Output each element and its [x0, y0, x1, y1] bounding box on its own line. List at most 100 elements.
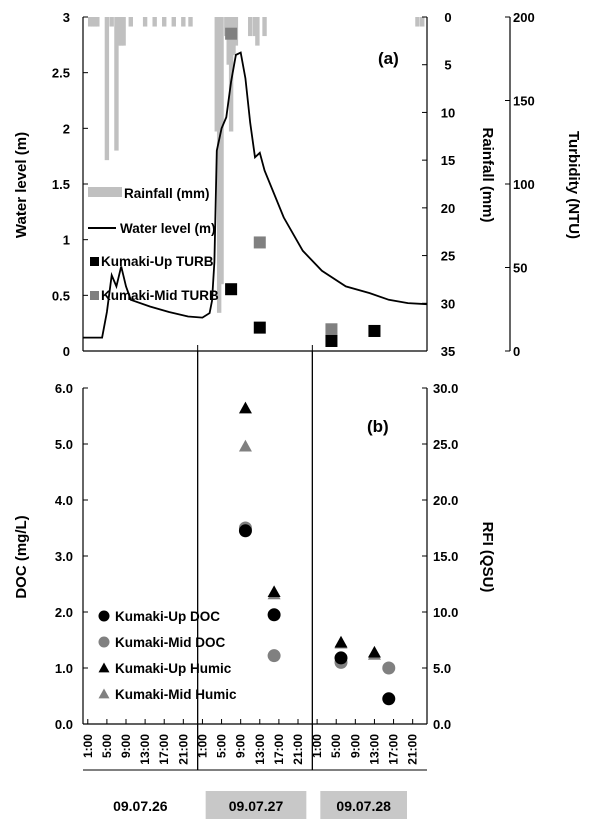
date-label: 09.07.27	[229, 798, 284, 814]
time-tick-label: 17:00	[272, 734, 286, 765]
data-point-circle	[267, 608, 281, 622]
rainfall-bar	[214, 17, 219, 132]
tick-label: 5.0	[55, 437, 73, 452]
tick-label: 0	[513, 344, 520, 359]
tick-label: 0	[444, 10, 451, 25]
tick-label: 20	[441, 201, 455, 216]
data-point-triangle	[334, 635, 348, 648]
turbidity-markers	[225, 27, 381, 347]
legend-rainfall-label: Rainfall (mm)	[124, 186, 210, 201]
legend-mid-turb-swatch	[90, 291, 99, 300]
time-axis: 1:00 5:00 9:00 13:00 17:00 21:00 1:00 5:00 9:00 1…	[81, 351, 427, 819]
rainfall-bar	[121, 17, 126, 46]
water-level-axis-label: Water level (m)	[13, 132, 30, 238]
time-tick-label: 13:00	[367, 734, 381, 765]
data-point-triangle	[238, 401, 252, 414]
time-tick-label: 9:00	[234, 734, 248, 758]
tick-label: 1.5	[52, 177, 70, 192]
rainfall-bar	[142, 17, 148, 27]
panel-b-legend: Kumaki-Up DOC Kumaki-Mid DOC Kumaki-Up Hum…	[98, 609, 237, 702]
rainfall-bar	[415, 17, 420, 27]
turbidity-marker	[253, 321, 266, 334]
tick-label: 1.0	[55, 661, 73, 676]
rainfall-bar	[420, 17, 425, 27]
tick-label: 35	[441, 344, 455, 359]
turbidity-marker	[225, 283, 238, 296]
tick-label: 3.0	[55, 549, 73, 564]
tick-label: 1	[63, 233, 70, 248]
data-point-triangle	[267, 585, 281, 598]
rainfall-bar	[248, 17, 253, 37]
data-point-triangle	[238, 439, 252, 452]
rainfall-bar	[219, 17, 224, 285]
rainfall-bar	[181, 17, 186, 27]
time-tick-label: 13:00	[253, 734, 267, 765]
tick-label: 4.0	[55, 493, 73, 508]
legend-marker-triangle	[98, 662, 110, 673]
panel-b-markers	[238, 401, 396, 706]
turbidity-axis-label: Turbidity (NTU)	[565, 131, 582, 239]
legend-marker-triangle	[98, 688, 110, 699]
data-point-circle	[267, 649, 281, 663]
tick-label: 30.0	[433, 381, 458, 396]
rainfall-bar	[252, 17, 258, 37]
turbidity-marker	[368, 324, 381, 337]
rainfall-bar	[109, 17, 114, 27]
time-tick-label: 21:00	[406, 734, 420, 765]
legend-marker-circle	[98, 636, 110, 648]
rainfall-bar	[162, 17, 167, 27]
legend-marker-circle	[98, 610, 110, 622]
time-tick-label: 17:00	[387, 734, 401, 765]
tick-label: 25.0	[433, 437, 458, 452]
tick-label: 2.5	[52, 66, 70, 81]
turbidity-marker	[325, 334, 338, 347]
rainfall-bars	[87, 17, 425, 313]
rainfall-bar	[116, 17, 122, 46]
turbidity-marker	[325, 323, 338, 336]
rainfall-bar	[226, 17, 231, 65]
legend-up-turb-label: Kumaki-Up TURB	[101, 254, 214, 269]
rainfall-bar	[90, 17, 95, 27]
rainfall-bar	[128, 17, 133, 27]
time-tick-label: 1:00	[310, 734, 324, 758]
rainfall-bar	[224, 17, 229, 37]
legend-label: Kumaki-Up DOC	[115, 609, 220, 624]
doc-axis-label: DOC (mg/L)	[13, 515, 30, 598]
legend-up-turb-swatch	[90, 257, 99, 266]
rainfall-bar	[152, 17, 157, 27]
legend-mid-turb-label: Kumaki-Mid TURB	[101, 288, 219, 303]
date-highlight-box	[205, 791, 307, 819]
tick-label: 25	[441, 249, 455, 264]
data-point-circle	[382, 692, 396, 706]
time-tick-label: 5:00	[329, 734, 343, 758]
panel-a-label: (a)	[378, 49, 399, 68]
time-tick-label: 5:00	[215, 734, 229, 758]
tick-label: 200	[513, 10, 535, 25]
rfi-axis-label: RFI (QSU)	[479, 522, 496, 593]
rainfall-bar	[114, 17, 119, 151]
time-tick-label: 9:00	[348, 734, 362, 758]
tick-label: 5	[444, 58, 451, 73]
rainfall-bar	[104, 17, 110, 161]
tick-label: 150	[513, 94, 535, 109]
panel-b: 0.0 1.0 2.0 3.0 4.0 5.0 6.0 0.0 5.0 10.0 15.0 20.0 2…	[13, 381, 496, 732]
turbidity-marker	[253, 236, 266, 249]
time-tick-label: 5:00	[100, 734, 114, 758]
rainfall-bar	[216, 17, 222, 313]
water-level-line	[83, 51, 428, 339]
legend-rainfall-swatch	[88, 187, 122, 197]
rainfall-bar	[171, 17, 176, 27]
time-tick-label: 1:00	[81, 734, 95, 758]
time-tick-label: 21:00	[291, 734, 305, 765]
data-point-circle	[334, 651, 348, 665]
legend-water-level-label: Water level (m)	[120, 221, 216, 236]
data-point-circle	[382, 661, 396, 675]
rainfall-bar	[95, 17, 100, 27]
data-point-triangle	[367, 645, 381, 658]
tick-label: 3	[63, 10, 70, 25]
rainfall-bar	[119, 17, 124, 46]
tick-label: 2.0	[55, 605, 73, 620]
legend-label: Kumaki-Up Humic	[115, 661, 232, 676]
